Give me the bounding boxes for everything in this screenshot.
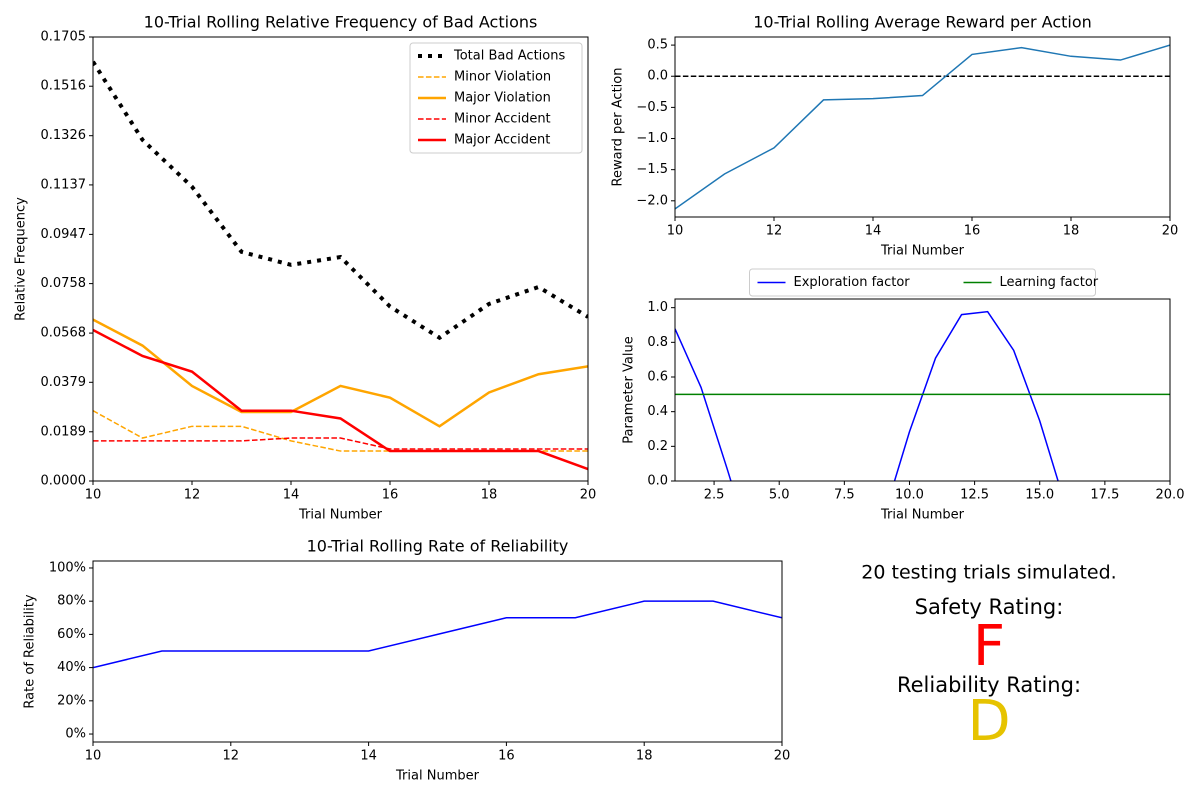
x-tick-label: 12 <box>223 749 240 764</box>
series-line <box>93 328 588 471</box>
y-axis-label: Parameter Value <box>622 336 637 443</box>
y-tick-label: 0.0 <box>647 69 668 84</box>
x-tick-label: 12.5 <box>960 488 989 503</box>
legend-label: Exploration factor <box>794 275 911 290</box>
x-tick-label: 16 <box>498 749 515 764</box>
y-tick-label: −2.0 <box>636 193 668 208</box>
series-line <box>93 410 588 452</box>
x-tick-label: 12 <box>766 224 783 239</box>
y-tick-label: 0.2 <box>647 439 668 454</box>
x-axis-label: Trial Number <box>298 508 383 523</box>
y-axis-label: Reward per Action <box>611 68 626 187</box>
series-line <box>93 60 588 341</box>
y-tick-label: 80% <box>57 594 86 609</box>
x-axis-label: Trial Number <box>880 244 965 259</box>
x-tick-label: 14 <box>865 224 882 239</box>
x-tick-label: 2.5 <box>704 488 725 503</box>
x-tick-label: 14 <box>360 749 377 764</box>
x-tick-label: 20.0 <box>1156 488 1185 503</box>
series-line <box>93 318 588 428</box>
y-tick-label: −1.0 <box>636 131 668 146</box>
y-tick-label: 40% <box>57 660 86 675</box>
chart-title: 10-Trial Rolling Rate of Reliability <box>307 537 569 556</box>
x-tick-label: 16 <box>382 488 399 503</box>
y-tick-label: 0.0947 <box>41 227 87 242</box>
axes-frame <box>92 36 589 482</box>
x-tick-label: 15.0 <box>1025 488 1054 503</box>
y-tick-label: 0.1137 <box>41 177 87 192</box>
chart-title: 10-Trial Rolling Relative Frequency of B… <box>144 13 538 32</box>
x-tick-label: 18 <box>636 749 653 764</box>
y-tick-label: 0.0000 <box>41 474 87 489</box>
y-tick-label: 0.0568 <box>41 326 87 341</box>
y-axis-label: Relative Frequency <box>14 197 29 321</box>
safety-grade: F <box>973 614 1005 679</box>
series-line <box>93 600 782 669</box>
series-line <box>675 44 1170 210</box>
y-tick-label: −1.5 <box>636 162 668 177</box>
legend-box <box>749 268 1096 297</box>
y-tick-label: 1.0 <box>647 300 668 315</box>
y-tick-label: 0.0189 <box>41 424 87 439</box>
y-tick-label: 60% <box>57 627 86 642</box>
series-line <box>93 437 588 450</box>
y-tick-label: 0.0379 <box>41 375 87 390</box>
axes-frame <box>674 298 1171 482</box>
x-tick-label: 10.0 <box>895 488 924 503</box>
x-tick-label: 17.5 <box>1090 488 1119 503</box>
legend-label: Major Accident <box>454 133 550 148</box>
x-tick-label: 10 <box>85 488 102 503</box>
reliability-label: Reliability Rating: <box>897 673 1081 697</box>
chart-title: 10-Trial Rolling Average Reward per Acti… <box>753 13 1092 32</box>
x-tick-label: 20 <box>1162 224 1179 239</box>
x-tick-label: 18 <box>1063 224 1080 239</box>
x-tick-label: 20 <box>774 749 791 764</box>
reliability-grade: D <box>967 689 1010 754</box>
y-tick-label: 0.0 <box>647 474 668 489</box>
x-tick-label: 14 <box>283 488 300 503</box>
y-tick-label: 0.4 <box>647 404 668 419</box>
y-tick-label: 0% <box>65 727 86 742</box>
y-tick-label: 100% <box>49 560 86 575</box>
legend-label: Minor Violation <box>454 70 551 85</box>
y-axis-label: Rate of Reliability <box>23 594 38 708</box>
y-tick-label: −0.5 <box>636 100 668 115</box>
legend-label: Total Bad Actions <box>453 49 565 64</box>
legend-label: Learning factor <box>1000 275 1099 290</box>
legend-label: Major Violation <box>454 91 551 106</box>
y-tick-label: 0.8 <box>647 335 668 350</box>
x-axis-label: Trial Number <box>395 769 480 784</box>
x-tick-label: 10 <box>667 224 684 239</box>
y-tick-label: 0.1705 <box>41 30 87 45</box>
y-tick-label: 0.1326 <box>41 128 87 143</box>
legend-label: Minor Accident <box>454 112 551 127</box>
x-tick-label: 18 <box>481 488 498 503</box>
x-tick-label: 7.5 <box>834 488 855 503</box>
y-tick-label: 0.6 <box>647 370 668 385</box>
safety-label: Safety Rating: <box>915 595 1064 619</box>
x-tick-label: 10 <box>85 749 102 764</box>
axes-frame <box>674 36 1171 218</box>
legend-box <box>409 42 583 154</box>
trials-text: 20 testing trials simulated. <box>861 562 1116 584</box>
y-tick-label: 0.0758 <box>41 276 87 291</box>
x-axis-label: Trial Number <box>880 508 965 523</box>
y-tick-label: 0.1516 <box>41 79 87 94</box>
x-tick-label: 20 <box>580 488 597 503</box>
x-tick-label: 16 <box>964 224 981 239</box>
y-tick-label: 20% <box>57 693 86 708</box>
x-tick-label: 12 <box>184 488 201 503</box>
axes-frame <box>92 560 783 743</box>
x-tick-label: 5.0 <box>769 488 790 503</box>
y-tick-label: 0.5 <box>647 38 668 53</box>
